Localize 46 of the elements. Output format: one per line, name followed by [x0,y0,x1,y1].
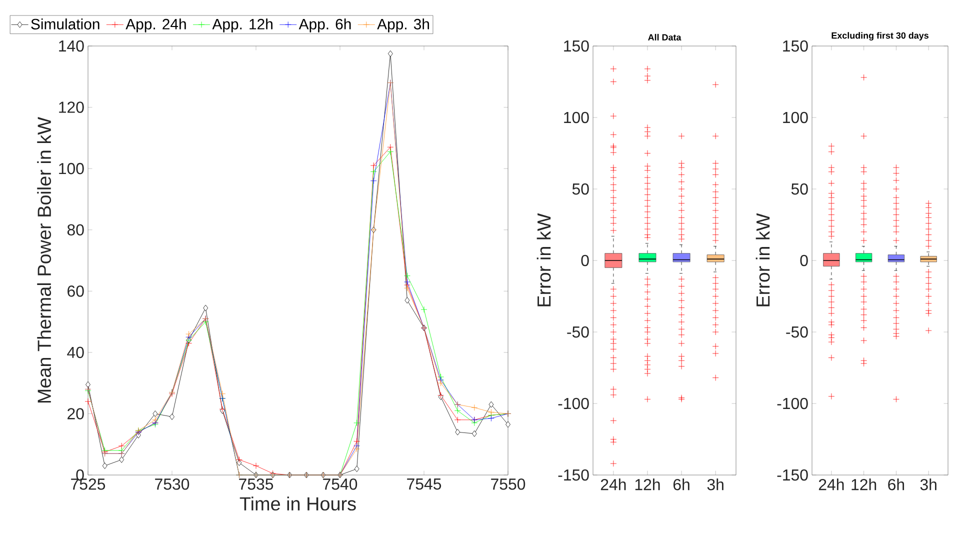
y-tick-label: -50 [786,326,808,338]
y-axis-title: Mean Thermal Power Boiler in kW [37,117,52,403]
y-tick-label: 100 [59,162,84,174]
x-tick-label: 6h [673,478,690,490]
chart-title: All Data [648,34,682,41]
x-tick-label: 3h [707,478,724,490]
x-tick-label: 7535 [239,478,274,490]
y-tick-label: -150 [777,469,808,481]
y-tick-label: 150 [783,40,808,52]
x-tick-label: 24h [818,478,844,490]
x-tick-label: 24h [600,478,626,490]
y-tick-label: 0 [800,254,808,266]
x-tick-label: 7530 [155,478,190,490]
y-tick-label: -100 [777,398,808,410]
y-tick-label: 150 [564,40,589,52]
x-tick-label: 12h [635,478,660,490]
y-tick-label: 50 [791,183,808,195]
y-tick-label: 50 [572,183,589,195]
y-tick-label: -100 [558,398,589,410]
y-tick-label: -50 [567,326,589,338]
legend-label: App. 12h [212,18,272,32]
legend-label: App. 24h [126,18,186,32]
y-tick-label: 120 [59,102,84,113]
y-tick-label: 140 [59,40,84,52]
y-axis-title: Error in kW [756,213,770,306]
y-axis-title: Error in kW [536,213,551,306]
x-tick-label: 3h [920,478,936,490]
x-tick-label: 7545 [407,478,442,490]
y-tick-label: 40 [67,346,84,358]
y-tick-label: 100 [783,112,808,124]
x-tick-label: 7540 [323,478,358,490]
x-tick-label: 7525 [71,478,106,490]
y-tick-label: 60 [68,286,84,297]
legend-label: App. 3h [377,18,429,32]
x-tick-label: 6h [888,478,904,490]
legend-label: Simulation [31,18,100,30]
chart-title: Excluding first 30 days [832,32,928,41]
y-tick-label: 80 [67,224,84,236]
x-axis-title: Time in Hours [240,496,356,511]
x-tick-label: 7550 [491,478,526,490]
y-tick-label: 100 [564,112,589,124]
legend-label: App. 6h [298,18,351,32]
y-tick-label: -150 [558,469,589,481]
y-tick-label: 20 [68,408,84,420]
y-tick-label: 0 [581,254,589,266]
x-tick-label: 12h [852,478,876,490]
